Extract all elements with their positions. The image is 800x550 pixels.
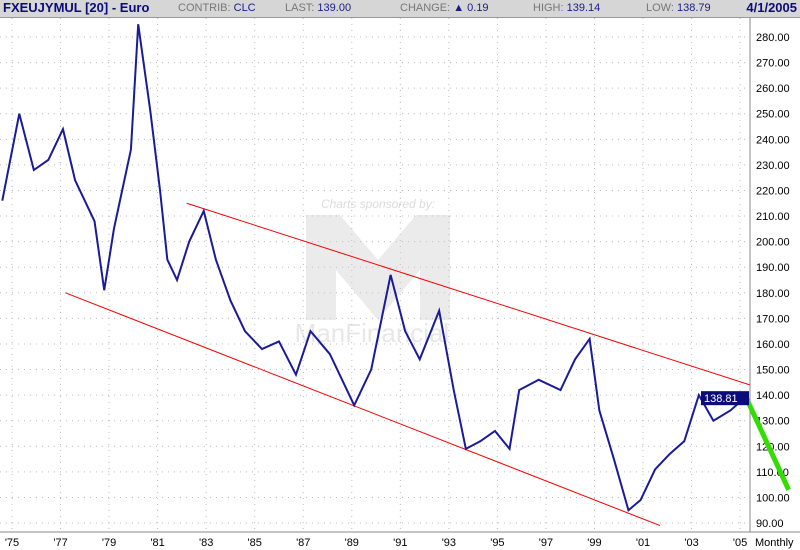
x-tick-label: '93	[442, 537, 456, 549]
brand-logo-icon	[306, 215, 450, 320]
last-label: LAST:	[285, 2, 315, 14]
y-tick-label: 180.00	[756, 288, 790, 300]
x-tick-label: '87	[296, 537, 310, 549]
y-tick-label: 150.00	[756, 365, 790, 377]
x-tick-label: '01	[636, 537, 650, 549]
trendline-line	[186, 202, 750, 386]
low-label: LOW:	[646, 2, 674, 14]
x-tick-label: '77	[53, 537, 67, 549]
y-tick-label: 250.00	[756, 109, 790, 121]
y-tick-label: 190.00	[756, 262, 790, 274]
x-tick-label: '03	[684, 537, 698, 549]
x-tick-label: '95	[490, 537, 504, 549]
y-tick-label: 120.00	[756, 441, 790, 453]
x-tick-label: '75	[5, 537, 19, 549]
chart-date: 4/1/2005	[746, 0, 797, 15]
chart-header: FXEUJYMUL [20] - Euro CONTRIB: CLC LAST:…	[0, 0, 800, 18]
symbol-title: FXEUJYMUL [20] - Euro	[3, 0, 150, 15]
y-tick-label: 90.00	[756, 518, 784, 530]
y-tick-label: 240.00	[756, 134, 790, 146]
high-value: 139.14	[566, 2, 601, 14]
change-value: 0.19	[467, 2, 489, 14]
low-field: LOW: 138.79	[646, 2, 711, 14]
y-tick-label: 270.00	[756, 58, 790, 70]
y-tick-label: 220.00	[756, 185, 790, 197]
contrib-label: CONTRIB:	[178, 2, 231, 14]
last-value-label: 138.81	[704, 393, 738, 405]
y-tick-label: 210.00	[756, 211, 790, 223]
contrib-value: CLC	[233, 2, 256, 14]
low-value: 138.79	[676, 2, 711, 14]
y-tick-label: 230.00	[756, 160, 790, 172]
x-tick-label: '99	[587, 537, 601, 549]
last-field: LAST: 139.00	[285, 2, 351, 14]
y-tick-label: 140.00	[756, 390, 790, 402]
last-value-marker: 138.81	[701, 391, 749, 406]
annotations	[65, 202, 791, 527]
period-label: Monthly	[755, 537, 794, 549]
x-tick-label: '79	[102, 537, 116, 549]
last-value-box	[701, 391, 749, 406]
projection-line	[742, 394, 791, 491]
sponsor-text: Charts sponsored by:	[321, 197, 435, 211]
x-tick-label: '83	[199, 537, 213, 549]
change-label: CHANGE:	[400, 2, 451, 14]
high-label: HIGH:	[533, 2, 564, 14]
x-axis-ticks: '75 '77 '79 '81 '83 '85 '87 '89 '91 '93 '95 '97 '99 '…	[5, 537, 747, 549]
trendline-line	[65, 292, 661, 527]
sponsor-watermark: Charts sponsored by: ManFinancial	[295, 197, 450, 348]
x-tick-label: '05	[733, 537, 747, 549]
y-tick-label: 280.00	[756, 32, 790, 44]
last-value: 139.00	[317, 2, 352, 14]
contrib-field: CONTRIB: CLC	[178, 2, 256, 14]
y-tick-label: 200.00	[756, 237, 790, 249]
x-tick-label: '81	[150, 537, 164, 549]
y-tick-label: 260.00	[756, 83, 790, 95]
y-tick-label: 170.00	[756, 313, 790, 325]
high-field: HIGH: 139.14	[533, 2, 600, 14]
x-tick-label: '97	[539, 537, 553, 549]
x-tick-label: '91	[393, 537, 407, 549]
change-field: CHANGE: ▲ 0.19	[400, 2, 489, 14]
price-series-line	[1, 24, 746, 512]
up-triangle-icon: ▲	[453, 2, 465, 14]
x-tick-label: '89	[345, 537, 359, 549]
y-tick-label: 130.00	[756, 416, 790, 428]
x-tick-label: '85	[248, 537, 262, 549]
y-tick-label: 100.00	[756, 492, 790, 504]
y-tick-label: 160.00	[756, 339, 790, 351]
